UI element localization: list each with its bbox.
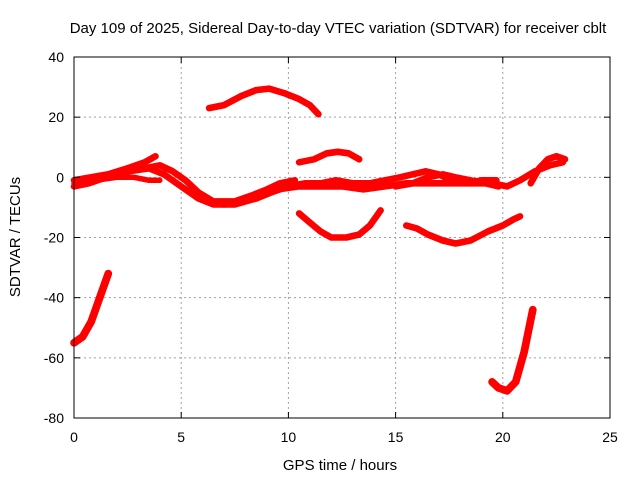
series-line-track-i	[295, 207, 384, 241]
axis-ticks: 0 5 10 15 20 25 -80 -60 -40 -20 0 20 40	[44, 49, 618, 445]
x-tick-label: 0	[70, 429, 78, 445]
series-line-track-f	[392, 171, 502, 190]
series-line-track-e	[220, 168, 500, 208]
series-line-track-l	[70, 269, 113, 347]
x-tick-label: 20	[495, 429, 511, 445]
series-line-track-j	[403, 213, 524, 247]
series-line-track-c	[71, 174, 163, 187]
y-tick-label: -40	[44, 290, 64, 306]
series-line-track-m	[488, 305, 537, 395]
data-series	[70, 85, 569, 395]
y-tick-label: 40	[48, 49, 64, 65]
chart-title: Day 109 of 2025, Sidereal Day-to-day VTE…	[70, 20, 607, 37]
x-axis-label: GPS time / hours	[283, 457, 397, 474]
x-tick-label: 25	[602, 429, 618, 445]
series-line-track-d	[141, 162, 299, 205]
y-axis-label: SDTVAR / TECUs	[7, 177, 24, 297]
x-tick-label: 10	[281, 429, 297, 445]
y-tick-label: 0	[56, 169, 64, 185]
x-tick-label: 15	[388, 429, 404, 445]
series-line-track-b	[70, 153, 159, 184]
y-tick-label: 20	[48, 109, 64, 125]
series-line-track-k	[527, 153, 569, 187]
y-tick-label: -60	[44, 350, 64, 366]
x-tick-label: 5	[177, 429, 185, 445]
series-line-track-h	[295, 148, 363, 166]
y-tick-label: -20	[44, 230, 64, 246]
series-line-track-g	[205, 85, 322, 118]
y-tick-label: -80	[44, 410, 64, 426]
